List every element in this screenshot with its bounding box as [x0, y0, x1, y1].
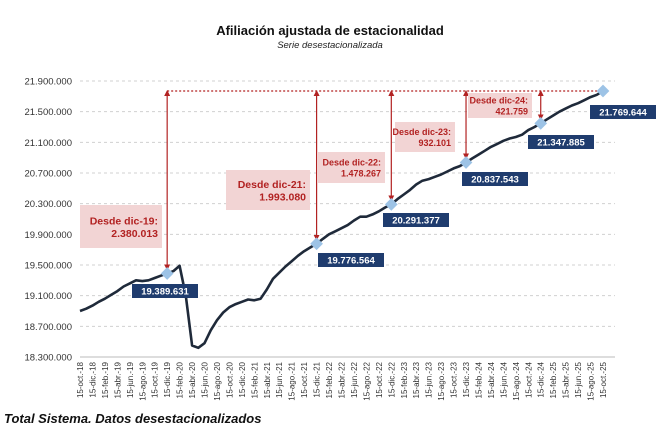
annotation-title: Desde dic-19:: [90, 216, 158, 228]
y-tick-label: 18.700.000: [24, 322, 72, 333]
y-tick-label: 19.100.000: [24, 291, 72, 302]
annotation-title: Desde dic-22:: [322, 158, 381, 168]
y-tick-label: 21.900.000: [24, 77, 72, 88]
annotation-value: 932.101: [418, 138, 451, 148]
x-tick-label: 15-abr.-23: [412, 361, 421, 398]
value-label: 19.776.564: [327, 256, 375, 267]
x-tick-label: 15-feb.-21: [250, 361, 259, 398]
x-tick-label: 15-dic.-24: [537, 361, 546, 397]
x-tick-label: 15-ago.-19: [138, 361, 147, 400]
annotation-title: Desde dic-21:: [238, 179, 306, 191]
x-tick-label: 15-ago.-25: [587, 361, 596, 400]
value-label-bg: [590, 105, 656, 119]
value-label: 21.769.644: [599, 108, 647, 119]
annotation-value: 2.380.013: [111, 228, 158, 240]
x-tick-label: 15-jun.-25: [574, 361, 583, 398]
data-point-marker: [310, 237, 323, 251]
x-tick-label: 15-jun.-23: [425, 361, 434, 398]
chart-footer: Total Sistema. Datos desestacionalizados: [4, 411, 262, 426]
x-tick-label: 15-dic.-23: [462, 361, 471, 397]
x-tick-label: 15-abr.-24: [487, 361, 496, 398]
x-tick-label: 15-jun.-24: [499, 361, 508, 398]
value-label-bg: [318, 253, 384, 267]
y-tick-label: 19.500.000: [24, 261, 72, 272]
x-tick-label: 15-jun.-19: [126, 361, 135, 398]
x-tick-label: 15-dic.-20: [238, 361, 247, 397]
value-label: 20.837.543: [471, 175, 519, 186]
y-tick-label: 20.700.000: [24, 169, 72, 180]
y-tick-label: 21.100.000: [24, 138, 72, 149]
x-tick-label: 15-dic.-18: [88, 361, 97, 397]
chart-title: Afiliación ajustada de estacionalidad: [216, 23, 444, 38]
value-label: 19.389.631: [141, 287, 189, 298]
x-tick-label: 15-feb.-22: [325, 361, 334, 398]
x-tick-label: 15-dic.-19: [163, 361, 172, 397]
y-tick-label: 18.300.000: [24, 353, 72, 364]
annotation-value: 1.993.080: [259, 192, 306, 204]
x-tick-label: 15-feb.-25: [549, 361, 558, 398]
data-point-marker: [534, 116, 548, 130]
x-tick-label: 15-feb.-20: [176, 361, 185, 398]
annotation-value: 1.478.267: [341, 169, 381, 179]
x-tick-label: 15-jun.-20: [201, 361, 210, 398]
value-label: 21.347.885: [537, 138, 585, 149]
annotation-title: Desde dic-23:: [392, 127, 451, 137]
x-tick-label: 15-jun.-21: [275, 361, 284, 398]
data-point-marker: [384, 197, 398, 211]
y-tick-label: 20.300.000: [24, 199, 72, 210]
x-tick-label: 15-oct.-21: [300, 361, 309, 398]
x-tick-label: 15-abr.-19: [113, 361, 122, 398]
x-tick-label: 15-abr.-20: [188, 361, 197, 398]
annotation-box: [468, 93, 532, 118]
annotation-value: 421.759: [495, 107, 528, 117]
x-tick-label: 15-feb.-19: [101, 361, 110, 398]
x-tick-label: 15-ago.-24: [512, 361, 521, 400]
value-label-bg: [132, 284, 198, 298]
annotation-title: Desde dic-24:: [469, 96, 528, 106]
x-tick-label: 15-dic.-21: [313, 361, 322, 397]
y-tick-label: 21.500.000: [24, 107, 72, 118]
y-tick-label: 19.900.000: [24, 230, 72, 241]
x-tick-label: 15-oct.-19: [151, 361, 160, 398]
x-tick-label: 15-ago.-22: [362, 361, 371, 400]
x-tick-label: 15-oct.-24: [524, 361, 533, 398]
x-tick-label: 15-oct.-22: [375, 361, 384, 398]
annotation-box: [226, 170, 310, 210]
data-point-marker: [596, 84, 610, 98]
x-tick-label: 15-dic.-22: [387, 361, 396, 397]
annotation-box: [318, 152, 385, 183]
x-tick-label: 15-ago.-23: [437, 361, 446, 400]
x-tick-label: 15-abr.-25: [562, 361, 571, 398]
annotation-box: [80, 205, 162, 248]
value-label: 20.291.377: [392, 216, 440, 227]
x-tick-label: 15-ago.-20: [213, 361, 222, 400]
x-tick-label: 15-oct.-23: [450, 361, 459, 398]
x-tick-label: 15-feb.-24: [474, 361, 483, 398]
data-point-marker: [459, 156, 473, 169]
x-tick-label: 15-jun.-22: [350, 361, 359, 398]
x-tick-label: 15-abr.-22: [338, 361, 347, 398]
value-label-bg: [528, 135, 594, 149]
annotation-box: [395, 122, 455, 152]
x-tick-label: 15-feb.-23: [400, 361, 409, 398]
x-tick-label: 15-abr.-21: [263, 361, 272, 398]
value-label-bg: [462, 172, 528, 186]
x-tick-label: 15-oct.-18: [76, 361, 85, 398]
x-tick-label: 15-oct.-25: [599, 361, 608, 398]
x-tick-label: 15-oct.-20: [225, 361, 234, 398]
data-point-marker: [160, 267, 174, 280]
x-tick-label: 15-ago.-21: [288, 361, 297, 400]
value-label-bg: [383, 213, 449, 227]
chart-subtitle: Serie desestacionalizada: [277, 40, 383, 51]
